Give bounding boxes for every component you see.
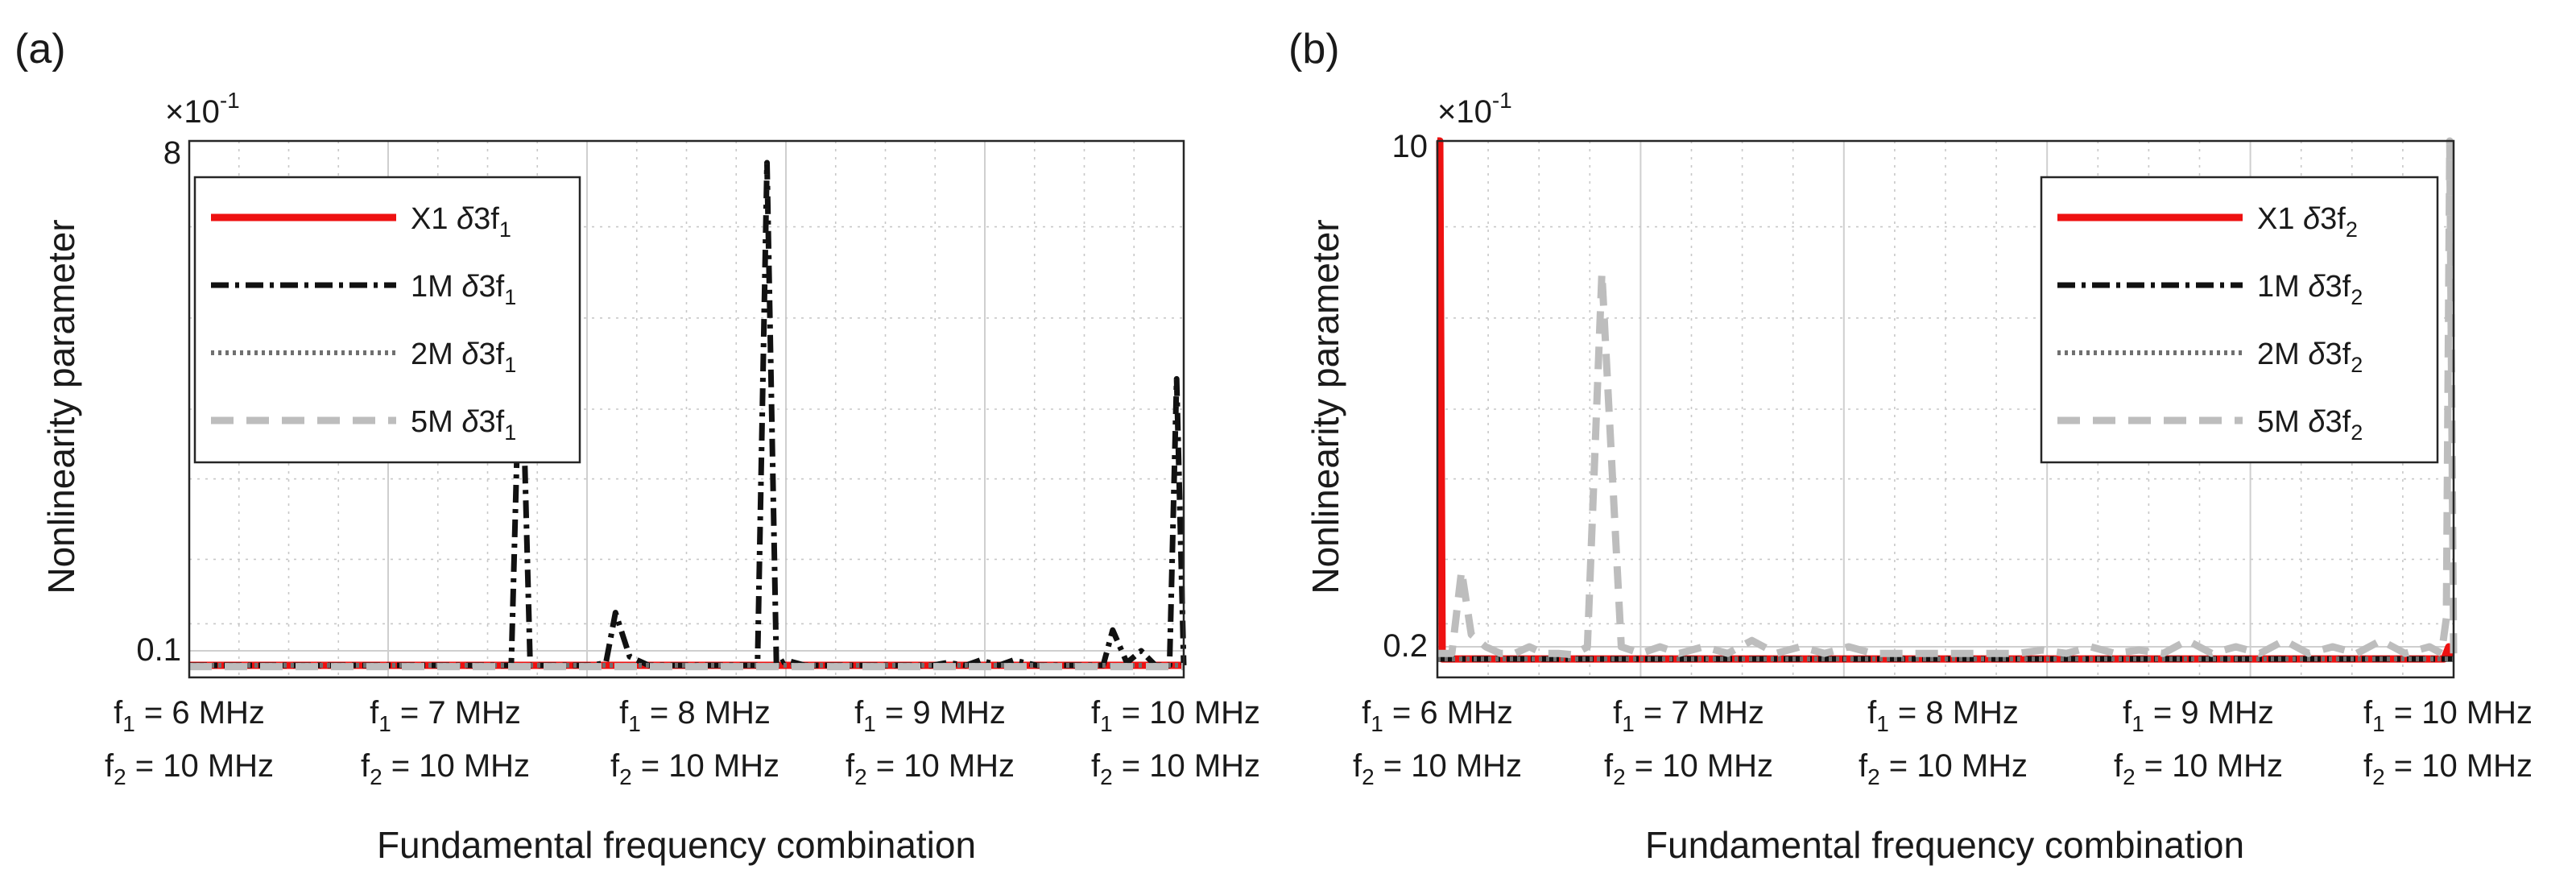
x-axis-label-b: Fundamental frequency combination	[1645, 824, 2244, 866]
series-line-b-3	[1437, 137, 2458, 659]
x-tick-label-f2: f2 = 10 MHz	[846, 748, 1015, 789]
x-tick-label-f1: f1 = 6 MHz	[114, 695, 265, 736]
plot-frame-b	[1436, 139, 2455, 679]
y-tick-label-a-top: 8	[163, 135, 181, 171]
x-tick-labels-a: f1 = 6 MHz f2 = 10 MHz f1 = 7 MHz f2 = 10 M…	[105, 695, 1260, 789]
series-layer-b	[1436, 137, 2458, 663]
chart-panel-a: (a) ×10-1 Nonlinearity parameter 8 0.1 f…	[14, 26, 1260, 866]
legend-box-a	[193, 176, 581, 464]
x-tick-label-f1: f1 = 8 MHz	[619, 695, 771, 736]
y-tick-label-b-bottom: 0.2	[1383, 628, 1428, 664]
x-tick-label-f1: f1 = 10 MHz	[1091, 695, 1260, 736]
legend-label-a-1: 1M δ3f1	[411, 270, 516, 309]
x-tick-labels-b: f1 = 6 MHz f2 = 10 MHz f1 = 7 MHz f2 = 10 M…	[1353, 695, 2533, 789]
legend-box-b	[2040, 176, 2439, 464]
series-layer-a	[189, 159, 1187, 671]
legend-b: X1 δ3f2 1M δ3f2 2M δ3f2 5M δ3f2	[2040, 176, 2439, 464]
x-tick-label-f2: f2 = 10 MHz	[105, 748, 274, 789]
x-tick-label-f1: f1 = 8 MHz	[1867, 695, 2019, 736]
chart-panel-b: (b) ×10-1 Nonlinearity parameter 10 0.2 …	[1288, 26, 2533, 866]
legend-label-a-2: 2M δ3f1	[411, 337, 516, 377]
x-tick-label-f1: f1 = 7 MHz	[1613, 695, 1764, 736]
x-tick-label-f1: f1 = 7 MHz	[370, 695, 521, 736]
x-tick-label-f2: f2 = 10 MHz	[1604, 748, 1773, 789]
x-tick-label-f2: f2 = 10 MHz	[1353, 748, 1522, 789]
legend-label-b-1: 1M δ3f2	[2257, 270, 2363, 309]
x-axis-label-a: Fundamental frequency combination	[377, 824, 976, 866]
y-axis-label-a: Nonlinearity parameter	[40, 219, 82, 594]
legend-a: X1 δ3f1 1M δ3f1 2M δ3f1 5M δ3f1	[193, 176, 581, 464]
y-ticks-a: 8 0.1	[136, 135, 181, 668]
x-tick-label-f2: f2 = 10 MHz	[2114, 748, 2283, 789]
legend-label-b-3: 5M δ3f2	[2257, 405, 2363, 445]
legend-label-b-2: 2M δ3f2	[2257, 337, 2363, 377]
exponent-label-a: ×10-1	[165, 88, 240, 130]
x-tick-label-f1: f1 = 10 MHz	[2363, 695, 2533, 736]
x-tick-label-f2: f2 = 10 MHz	[2363, 748, 2533, 789]
y-ticks-b: 10 0.2	[1383, 129, 1428, 664]
y-tick-label-a-bottom: 0.1	[136, 632, 181, 668]
x-tick-label-f1: f1 = 9 MHz	[854, 695, 1006, 736]
panel-label-b: (b)	[1288, 26, 1340, 72]
legend-label-a-3: 5M δ3f1	[411, 405, 516, 445]
x-tick-label-f1: f1 = 9 MHz	[2123, 695, 2274, 736]
plot-frame-a	[188, 139, 1185, 679]
panel-label-a: (a)	[14, 26, 66, 72]
legend-label-a-0: X1 δ3f1	[411, 202, 511, 242]
x-tick-label-f2: f2 = 10 MHz	[1859, 748, 2028, 789]
x-tick-label-f1: f1 = 6 MHz	[1362, 695, 1513, 736]
x-tick-label-f2: f2 = 10 MHz	[1091, 748, 1260, 789]
legend-label-b-0: X1 δ3f2	[2257, 202, 2358, 242]
y-tick-label-b-top: 10	[1392, 129, 1429, 164]
x-tick-label-f2: f2 = 10 MHz	[361, 748, 530, 789]
exponent-label-b: ×10-1	[1437, 88, 1512, 130]
y-axis-label-b: Nonlinearity parameter	[1305, 219, 1346, 594]
x-tick-label-f2: f2 = 10 MHz	[610, 748, 779, 789]
